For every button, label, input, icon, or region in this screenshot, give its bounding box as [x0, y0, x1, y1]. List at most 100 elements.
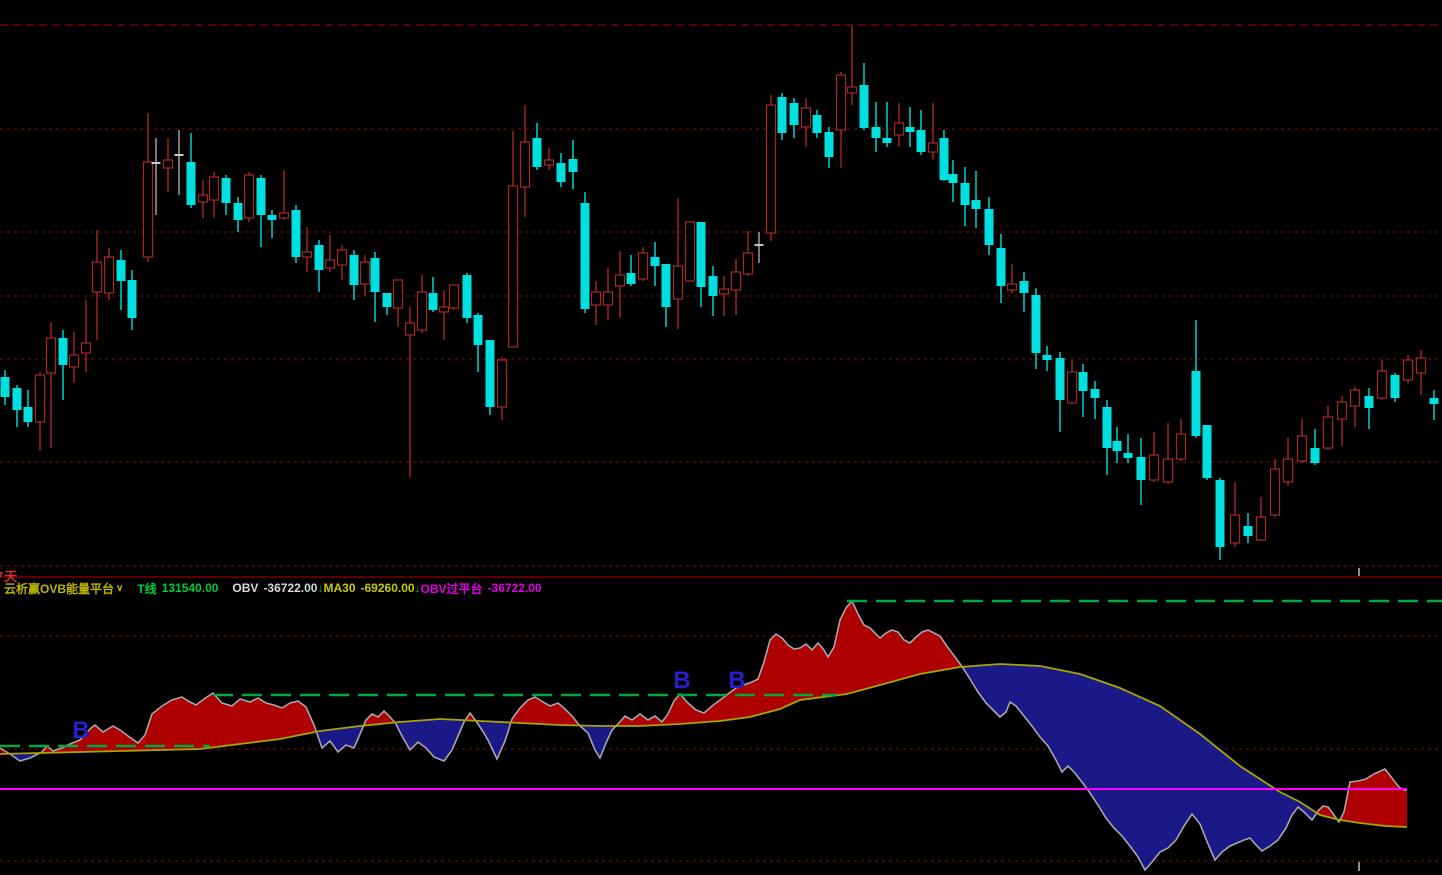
candle	[789, 98, 799, 138]
candle-body-down	[971, 200, 981, 209]
candle	[696, 222, 706, 307]
obv-platform-value: -36722.00	[487, 581, 542, 595]
candle-body-down	[871, 127, 881, 138]
candle-body-down	[708, 276, 718, 296]
candle-body-up	[1336, 401, 1348, 420]
candle-body-down	[532, 138, 542, 167]
candle-body-up	[34, 374, 46, 423]
candle-body-up	[208, 176, 220, 201]
candle	[23, 390, 33, 427]
candle-body-up	[1229, 514, 1241, 544]
candle	[893, 103, 905, 147]
candle	[45, 322, 57, 448]
candle-body-up	[835, 74, 847, 131]
candle	[960, 167, 970, 226]
candle-body-down	[661, 264, 671, 307]
obv-below-ma-area	[476, 720, 510, 759]
candle	[116, 250, 126, 310]
candle-body-down	[58, 338, 68, 365]
candle	[532, 123, 542, 170]
candle	[267, 210, 277, 238]
candle	[730, 259, 742, 315]
obv-value: -36722.00	[263, 581, 318, 595]
candle	[927, 103, 939, 160]
candle-body-up	[91, 261, 103, 293]
obv-indicator-panel[interactable]: B B B	[0, 596, 1442, 875]
candle-body-down	[1364, 396, 1374, 408]
candle-body-up	[103, 256, 115, 294]
candle-body-up	[718, 288, 730, 295]
candle	[1112, 427, 1122, 463]
candle	[428, 277, 438, 312]
candle	[233, 197, 243, 232]
candle	[349, 250, 359, 300]
candle-body-up	[496, 359, 508, 408]
ma30-down-arrow-icon: ↓	[414, 581, 421, 595]
candle-body-down	[428, 293, 438, 310]
candle-body-down	[1310, 448, 1320, 463]
candle	[485, 340, 495, 415]
candle	[1310, 429, 1320, 465]
candle-body-up	[1282, 458, 1294, 483]
candle	[416, 275, 428, 333]
candle	[742, 231, 754, 276]
candle	[1322, 406, 1334, 450]
candle	[1390, 373, 1400, 402]
candle-body-down	[1429, 398, 1439, 404]
candle	[871, 102, 881, 152]
candle	[684, 221, 696, 282]
candle-body-up	[438, 306, 450, 313]
candle	[812, 110, 822, 138]
candle	[1123, 434, 1133, 463]
candle	[1078, 364, 1088, 417]
candle	[448, 284, 460, 310]
candle-body-up	[1402, 359, 1414, 381]
ma30-line	[0, 663, 1408, 828]
candle-body-up	[672, 265, 684, 300]
candle-body-down	[382, 293, 392, 307]
candle	[1269, 459, 1281, 517]
candle-body-up	[1255, 516, 1267, 541]
candle-body-up	[637, 252, 649, 280]
candle	[996, 234, 1006, 303]
candle-body-up	[742, 252, 754, 275]
candle	[948, 160, 958, 202]
candle	[1175, 419, 1187, 461]
indicator-name-dropdown[interactable]: 云析赢OVB能量平台	[4, 581, 115, 596]
candle	[1055, 352, 1065, 432]
candle-body-up	[278, 212, 290, 219]
chevron-down-icon[interactable]: ∨	[116, 582, 124, 594]
obv-label: OBV	[232, 581, 259, 595]
candle	[1336, 396, 1348, 446]
candle-body-up	[1376, 370, 1388, 399]
candle	[1229, 482, 1241, 547]
candle-body-up	[893, 122, 905, 136]
candle	[324, 235, 336, 272]
candle	[1162, 423, 1174, 484]
candle	[1243, 513, 1253, 543]
candle-body-down	[1112, 441, 1122, 451]
candle-body-up	[45, 337, 57, 374]
candle	[382, 293, 392, 315]
candlestick-panel[interactable]	[0, 0, 1442, 578]
candle	[800, 98, 812, 147]
candle	[1215, 478, 1225, 560]
candle-body-up	[359, 261, 371, 285]
candle-body-down	[462, 275, 472, 318]
candle-body-down	[256, 178, 266, 215]
candle-body-down	[1136, 457, 1146, 480]
candle-body-down	[859, 85, 869, 128]
candle-body-down	[696, 222, 706, 287]
candle-body-down	[939, 138, 949, 180]
candle-body-down	[960, 183, 970, 205]
candle-body-down	[626, 273, 636, 284]
candle-body-up	[324, 259, 336, 269]
candle-body-down	[1055, 358, 1065, 400]
candle	[221, 175, 231, 215]
candle	[939, 130, 949, 181]
candle-body-down	[127, 280, 137, 318]
candle-body-down	[580, 203, 590, 309]
candle	[80, 300, 92, 372]
obv-above-ma-area	[40, 693, 316, 753]
candle	[103, 248, 115, 300]
